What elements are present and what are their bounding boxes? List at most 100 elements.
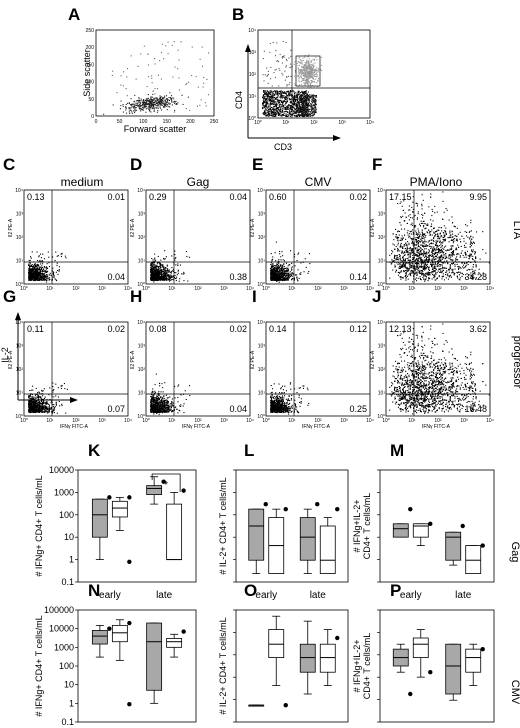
flow-panels: 0.13 0.010.0410⁰10⁰10¹10¹10²10²10³10³10⁴1… — [8, 188, 494, 430]
flow-event-dot — [151, 268, 153, 270]
flow-event-dot — [153, 276, 155, 278]
panel-b-event-dot — [301, 112, 303, 114]
flow-event-dot — [43, 277, 45, 279]
panel-b-ytick-label: 10³ — [249, 50, 257, 56]
panel-b-event-dot — [283, 100, 285, 102]
flow-event-dot — [156, 264, 158, 266]
flow-event-dot — [272, 265, 274, 267]
flow-event-dot — [286, 273, 288, 275]
panel-b-event-dot — [273, 113, 275, 115]
panel-b-event-dot — [313, 58, 315, 60]
panel-b-event-dot — [263, 80, 265, 82]
panel-a-event-dot — [120, 84, 122, 86]
panel-b-event-dot — [307, 64, 309, 66]
panel-b-event-dot — [296, 62, 298, 64]
flow-event-dot — [277, 275, 279, 277]
panel-b-event-dot — [301, 90, 303, 92]
panel-a-event-dot — [159, 98, 161, 100]
flow-event-dot — [30, 273, 32, 275]
flow-event-dot — [163, 268, 165, 270]
panel-b-event-dot — [304, 106, 306, 108]
panel-a-event-dot — [165, 102, 167, 104]
panel-a-event-dot — [138, 104, 140, 106]
panel-b-event-dot — [285, 101, 287, 103]
flow-event-dot — [279, 253, 281, 255]
panel-b-event-dot — [269, 108, 271, 110]
flow-event-dot — [282, 268, 284, 270]
panel-a-event-dot — [138, 100, 140, 102]
panel-b-event-dot — [292, 101, 294, 103]
panel-b-event-dot — [296, 75, 298, 77]
flow-event-dot — [278, 259, 280, 261]
flow-event-dot — [47, 268, 49, 270]
panel-b-event-dot — [263, 50, 265, 52]
panel-b-event-dot — [273, 114, 275, 116]
flow-event-dot — [271, 272, 273, 274]
panel-a-event-dot — [172, 97, 174, 99]
flow-event-dot — [285, 278, 287, 280]
panel-b-event-dot — [268, 91, 270, 93]
panel-b-event-dot — [272, 115, 274, 117]
panel-b-event-dot — [268, 110, 270, 112]
panel-b-event-dot — [295, 96, 297, 98]
panel-b-event-dot — [273, 93, 275, 95]
flow-event-dot — [51, 269, 53, 271]
flow-event-dot — [30, 271, 32, 273]
flow-event-dot — [176, 276, 178, 278]
flow-event-dot — [54, 260, 56, 262]
panel-a-event-dot — [150, 98, 152, 100]
panel-b-event-dot — [304, 69, 306, 71]
flow-event-dot — [173, 277, 175, 279]
flow-event-dot — [277, 262, 279, 264]
flow-event-dot — [156, 262, 158, 264]
flow-event-dot — [272, 272, 274, 274]
panel-b-event-dot — [274, 115, 276, 117]
panel-b-event-dot — [285, 65, 287, 67]
panel-b-event-dot — [294, 96, 296, 98]
panel-b-event-dot — [278, 68, 280, 70]
panel-a-event-dot — [168, 99, 170, 101]
panel-b-event-dot — [296, 105, 298, 107]
panel-b-event-dot — [306, 75, 308, 77]
flow-event-dot — [281, 266, 283, 268]
panel-b-event-dot — [306, 77, 308, 79]
flow-event-dot — [55, 279, 57, 281]
panel-b-event-dot — [301, 98, 303, 100]
panel-b-event-dot — [286, 96, 288, 98]
panel-b-event-dot — [293, 101, 295, 103]
flow-event-dot — [286, 274, 288, 276]
panel-a-event-dot — [169, 103, 171, 105]
flow-event-dot — [28, 275, 30, 277]
panel-b-event-dot — [270, 95, 272, 97]
panel-a-frame — [95, 29, 215, 117]
flow-event-dot — [32, 278, 34, 280]
panel-a-xtick-label: 250 — [210, 119, 219, 125]
flow-event-dot — [158, 276, 160, 278]
flow-event-dot — [157, 279, 159, 281]
panel-b-event-dot — [287, 115, 289, 117]
flow-event-dot — [165, 256, 167, 258]
panel-b-event-dot — [289, 110, 291, 112]
flow-event-dot — [411, 206, 413, 208]
flow-event-dot — [280, 277, 282, 279]
flow-event-dot — [150, 274, 152, 276]
panel-b-event-dot — [310, 95, 312, 97]
flow-event-dot — [276, 280, 278, 282]
flow-event-dot — [35, 273, 37, 275]
flow-event-dot — [32, 269, 34, 271]
panel-a-event-dot — [126, 112, 128, 114]
panel-a-event-dot — [128, 107, 130, 109]
flow-event-dot — [272, 277, 274, 279]
panel-b-event-dot — [270, 111, 272, 113]
flow-event-dot — [34, 269, 36, 271]
panel-a-event-dot — [161, 43, 163, 45]
panel-a-event-dot — [150, 99, 152, 101]
flow-event-dot — [277, 275, 279, 277]
flow-event-dot — [171, 270, 173, 272]
panel-a-event-dot — [122, 105, 124, 107]
panel-b-event-dot — [311, 109, 313, 111]
panel-a-event-dot — [202, 86, 204, 88]
flow-event-dot — [31, 276, 33, 278]
panel-b-event-dot — [269, 90, 271, 92]
panel-b-event-dot — [308, 78, 310, 80]
